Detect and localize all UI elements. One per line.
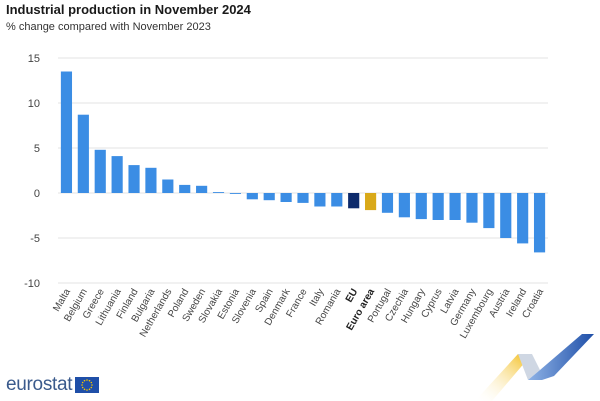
y-tick-label: 0 [34,188,40,200]
flag-star [82,386,84,389]
bar-poland [179,184,191,193]
bar-finland [128,165,140,193]
y-tick-label: -10 [24,278,40,290]
bar-ireland [517,193,529,244]
bar-lithuania [111,156,123,193]
x-tick-label: EU [344,287,360,305]
bars [60,71,546,253]
bar-greece [94,149,106,193]
flag-star [86,379,89,381]
bar-croatia [533,193,546,253]
bar-luxembourg [483,193,495,229]
bar-slovenia [246,193,258,200]
bar-malta [60,71,73,193]
flag-star [81,384,84,386]
eu-flag-icon [75,377,100,393]
bar-latvia [449,193,461,220]
bar-netherlands [162,179,174,193]
bar-austria [500,193,512,238]
bar-portugal [381,193,394,213]
chart-title: Industrial production in November 2024 [6,2,251,17]
bar-spain [263,193,275,201]
bar-cyprus [432,193,444,220]
eurostat-logo: eurostat [6,374,100,396]
flag-star [83,379,86,382]
bar-estonia [229,193,241,194]
y-axis-ticks: 15 10 5 0 -5 -10 [24,53,40,290]
bar-denmark [280,193,292,202]
bar-sweden [196,185,208,193]
bar-bulgaria [145,167,157,193]
bar-belgium [77,114,89,193]
y-tick-label: 10 [28,98,40,110]
ribbon-decoration-icon [475,334,594,401]
flag-star [90,381,93,384]
bar-slovakia [212,192,225,193]
flag-star [88,388,91,391]
flag-star [88,379,91,382]
flag-star [82,381,84,384]
flag-star [91,384,94,386]
bar-france [297,193,309,203]
bar-germany [466,193,478,223]
bar-romania [331,193,343,207]
bar-czechia [398,193,410,218]
flag-star [83,388,86,391]
logo-text: eurostat [6,374,73,395]
y-tick-label: 15 [28,53,40,65]
bar-hungary [415,193,427,220]
grid-lines [58,57,548,284]
flag-star [90,386,93,389]
bar-italy [314,193,326,207]
bar-euro-area [365,193,377,211]
y-tick-label: -5 [30,233,40,245]
y-tick-label: 5 [34,143,40,155]
flag-star [86,389,89,391]
chart-subtitle: % change compared with November 2023 [6,21,211,33]
bar-eu [348,193,360,209]
